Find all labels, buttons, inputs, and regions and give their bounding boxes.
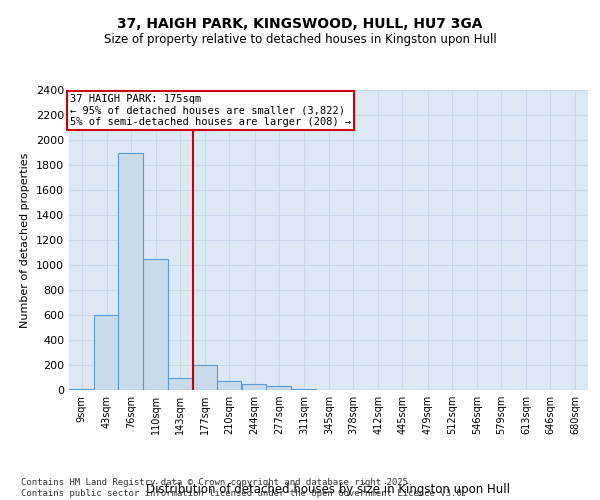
X-axis label: Distribution of detached houses by size in Kingston upon Hull: Distribution of detached houses by size … [146, 483, 511, 496]
Bar [69, 389, 93, 390]
Bar [118, 152, 143, 390]
Bar [94, 315, 118, 390]
Y-axis label: Number of detached properties: Number of detached properties [20, 152, 31, 328]
Text: Contains HM Land Registry data © Crown copyright and database right 2025.
Contai: Contains HM Land Registry data © Crown c… [21, 478, 467, 498]
Bar [217, 381, 241, 390]
Bar [143, 259, 167, 390]
Bar [266, 386, 290, 390]
Bar [193, 365, 217, 390]
Text: Size of property relative to detached houses in Kingston upon Hull: Size of property relative to detached ho… [104, 32, 496, 46]
Text: 37, HAIGH PARK, KINGSWOOD, HULL, HU7 3GA: 37, HAIGH PARK, KINGSWOOD, HULL, HU7 3GA [117, 18, 483, 32]
Text: 37 HAIGH PARK: 175sqm
← 95% of detached houses are smaller (3,822)
5% of semi-de: 37 HAIGH PARK: 175sqm ← 95% of detached … [70, 94, 351, 127]
Bar [167, 378, 192, 390]
Bar [242, 384, 266, 390]
